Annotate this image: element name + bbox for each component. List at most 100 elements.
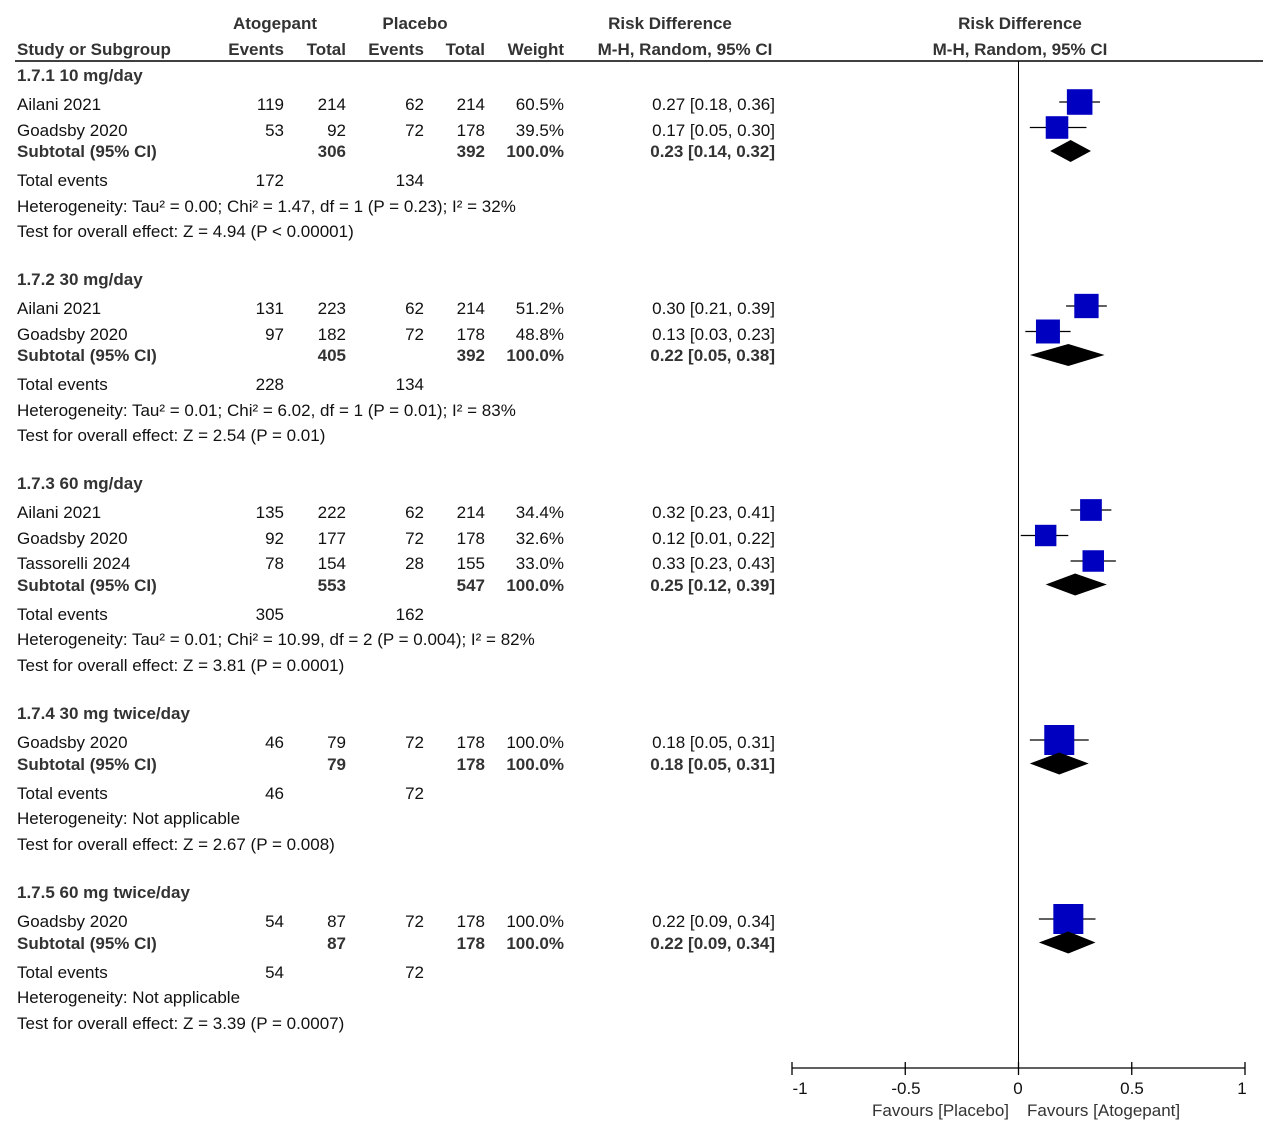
header-total-2: Total [445,40,485,59]
study-weight: 48.8% [515,324,564,344]
header-atogepant: Atogepant [232,14,318,33]
subtotal-ci: 0.25 [0.12, 0.39] [650,575,775,595]
total-events-e1: 54 [265,962,284,982]
subtotal-weight: 100.0% [506,346,564,365]
subtotal-n1: 87 [327,933,346,953]
study-weight: 60.5% [515,95,564,114]
study-weight: 51.2% [515,299,564,318]
total-events-e1: 305 [255,604,284,624]
study-n2: 214 [456,95,485,114]
study-e1: 119 [256,95,284,114]
overall-effect-text: Test for overall effect: Z = 3.39 (P = 0… [17,1013,345,1033]
study-name: Tassorelli 2024 [17,554,131,573]
study-weight: 32.6% [515,528,564,548]
tick-label: -0.5 [891,1079,921,1098]
subgroup-title: 1.7.1 10 mg/day [17,66,143,85]
header-rd-title-plot: Risk Difference [958,14,1082,33]
tick-label: 0.5 [1120,1079,1144,1098]
study-name: Goadsby 2020 [17,912,128,931]
subtotal-weight: 100.0% [506,754,564,774]
subtotal-ci: 0.18 [0.05, 0.31] [650,754,775,774]
subtotal-diamond [1050,140,1091,162]
header-rd-method: M-H, Random, 95% CI [597,40,773,59]
study-marker [1035,319,1060,344]
subtotal-weight: 100.0% [506,575,564,595]
total-events-e2: 162 [395,604,424,624]
subtotal-n1: 405 [317,346,346,365]
overall-effect-text: Test for overall effect: Z = 4.94 (P < 0… [17,222,354,241]
total-events-e2: 134 [395,375,424,394]
subtotal-n1: 79 [327,754,346,774]
study-marker [1066,89,1093,115]
total-events-e2: 134 [395,171,424,190]
subtotal-diamond [1038,931,1096,954]
subtotal-label: Subtotal (95% CI) [17,575,157,595]
study-e1: 92 [265,528,284,548]
total-events-label: Total events [17,962,108,982]
header-events-2: Events [368,40,424,59]
study-n1: 154 [317,554,346,573]
subtotal-ci: 0.22 [0.05, 0.38] [650,346,775,365]
tick-label: 1 [1237,1079,1247,1098]
subtotal-n2: 178 [456,754,485,774]
study-ci: 0.17 [0.05, 0.30] [652,120,775,140]
subtotal-n2: 392 [456,142,485,161]
study-marker [1044,725,1075,755]
study-n1: 214 [317,95,346,114]
study-ci: 0.30 [0.21, 0.39] [652,299,775,318]
heterogeneity-text: Heterogeneity: Tau² = 0.01; Chi² = 6.02,… [17,400,516,420]
study-name: Goadsby 2020 [17,120,128,140]
study-ci: 0.13 [0.03, 0.23] [652,324,775,344]
total-events-e2: 72 [405,962,424,982]
total-events-e1: 46 [265,783,284,803]
header-events-1: Events [228,40,284,59]
study-n2: 214 [456,299,485,318]
subtotal-diamond [1029,752,1089,775]
study-marker [1045,116,1069,139]
total-events-label: Total events [17,171,108,190]
study-n1: 223 [317,299,346,318]
header-total-1: Total [306,40,346,59]
study-ci: 0.33 [0.23, 0.43] [652,554,775,573]
subtotal-ci: 0.23 [0.14, 0.32] [650,142,775,161]
study-n1: 87 [327,912,346,931]
study-marker [1053,904,1084,934]
subgroup-title: 1.7.4 30 mg twice/day [17,704,190,723]
overall-effect-text: Test for overall effect: Z = 3.81 (P = 0… [17,655,345,675]
study-e2: 72 [405,733,424,752]
study-weight: 34.4% [515,503,564,522]
subtotal-label: Subtotal (95% CI) [17,142,157,161]
study-n1: 79 [327,733,346,752]
study-ci: 0.22 [0.09, 0.34] [652,912,775,931]
study-n1: 92 [327,120,346,140]
tick-label: -1 [792,1079,808,1098]
study-name: Goadsby 2020 [17,733,128,752]
heterogeneity-text: Heterogeneity: Not applicable [17,988,241,1007]
subtotal-diamond [1029,344,1105,366]
study-e1: 135 [255,503,284,522]
study-n2: 155 [456,554,485,573]
subtotal-label: Subtotal (95% CI) [17,346,157,365]
subgroup-title: 1.7.2 30 mg/day [17,270,143,289]
study-weight: 100.0% [506,733,564,752]
subtotal-n1: 553 [317,575,346,595]
study-e2: 62 [405,299,424,318]
study-e2: 72 [405,528,424,548]
study-ci: 0.12 [0.01, 0.22] [652,528,775,548]
study-e2: 72 [405,324,424,344]
overall-effect-text: Test for overall effect: Z = 2.54 (P = 0… [17,426,326,445]
total-events-label: Total events [17,375,108,394]
header-study: Study or Subgroup [17,40,171,59]
overall-effect-text: Test for overall effect: Z = 2.67 (P = 0… [17,834,335,854]
total-events-e1: 172 [255,171,284,190]
total-events-e2: 72 [405,783,424,803]
subtotal-ci: 0.22 [0.09, 0.34] [650,933,775,953]
subtotal-n2: 547 [456,575,485,595]
heterogeneity-text: Heterogeneity: Tau² = 0.01; Chi² = 10.99… [17,630,535,649]
study-e1: 97 [265,324,284,344]
study-name: Goadsby 2020 [17,324,128,344]
study-marker [1082,550,1104,572]
study-n2: 178 [456,120,485,140]
subgroup-title: 1.7.3 60 mg/day [17,474,143,493]
